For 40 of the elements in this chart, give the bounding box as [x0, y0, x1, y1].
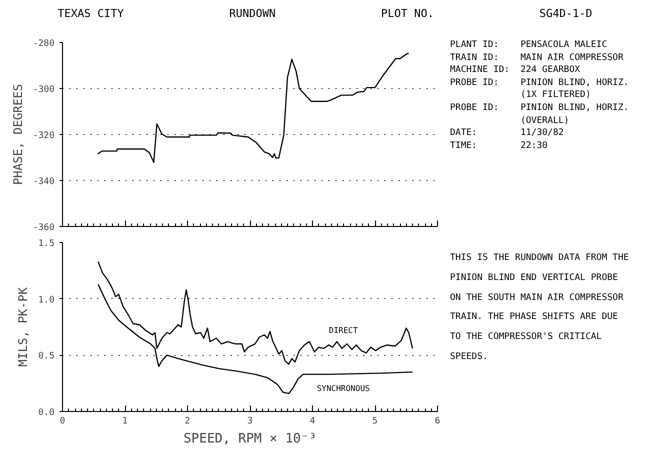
annotation: SG4D-1-D: [539, 6, 592, 22]
text: PLANT ID: PENSACOLA MALEIC: [450, 39, 608, 52]
text: (OVERALL): [519, 114, 570, 128]
y-tick-label: -300: [32, 85, 55, 95]
text: TO THE COMPRESSOR'S CRITICAL: [450, 331, 603, 344]
y-tick-label: -320: [32, 131, 55, 141]
annotation: TEXAS CITY: [58, 6, 124, 22]
x-tick-label: 2: [184, 416, 190, 426]
y-tick-label: -340: [32, 177, 55, 187]
y-tick-label: 0.0: [38, 408, 55, 418]
text: SPEEDS.: [450, 350, 489, 364]
text: ON THE SOUTH MAIN AIR COMPRESSOR: [450, 292, 624, 305]
text: TRAIN ID: MAIN AIR COMPRESSOR: [450, 52, 624, 64]
text: PROBE ID: PINION BLIND, HORIZ.: [450, 102, 630, 115]
text: TIME: 22:30: [450, 140, 549, 152]
y-tick-label: 1.5: [38, 239, 55, 249]
y-tick-label: -280: [32, 39, 55, 49]
x-tick-label: 5: [372, 416, 378, 426]
y-tick-label: 1.0: [38, 295, 55, 306]
y-axis-title: MILS, PK-PK: [16, 286, 30, 367]
x-tick-label: 4: [310, 416, 316, 426]
text: THIS IS THE RUNDOWN DATA FROM THE: [450, 252, 630, 265]
series-label: DIRECT: [328, 326, 358, 336]
text: DATE: 11/30/82: [450, 127, 565, 140]
y-tick-label: 0.5: [38, 352, 55, 362]
x-tick-label: 3: [247, 416, 253, 426]
y-tick-label: -360: [32, 223, 55, 233]
text: PROBE ID: PINION BLIND, HORIZ.: [450, 76, 630, 90]
x-tick-label: 0: [60, 416, 66, 426]
text: TRAIN. THE PHASE SHIFTS ARE DUE: [450, 311, 619, 324]
annotation: RUNDOWN: [229, 6, 276, 22]
series-label: SYNCHRONOUS: [316, 384, 370, 394]
x-tick-label: 1: [122, 416, 128, 426]
text: MACHINE ID: 224 GEARBOX: [450, 64, 582, 77]
text: PINION BLIND END VERTICAL PROBE: [450, 272, 619, 285]
annotation: PLOT NO.: [380, 6, 434, 22]
text: (1X FILTERED): [519, 89, 592, 102]
y-axis-title: PHASE, DEGREES: [10, 84, 25, 186]
x-tick-label: 6: [434, 416, 440, 426]
x-axis-title: SPEED, RPM × 10⁻³: [183, 432, 317, 446]
